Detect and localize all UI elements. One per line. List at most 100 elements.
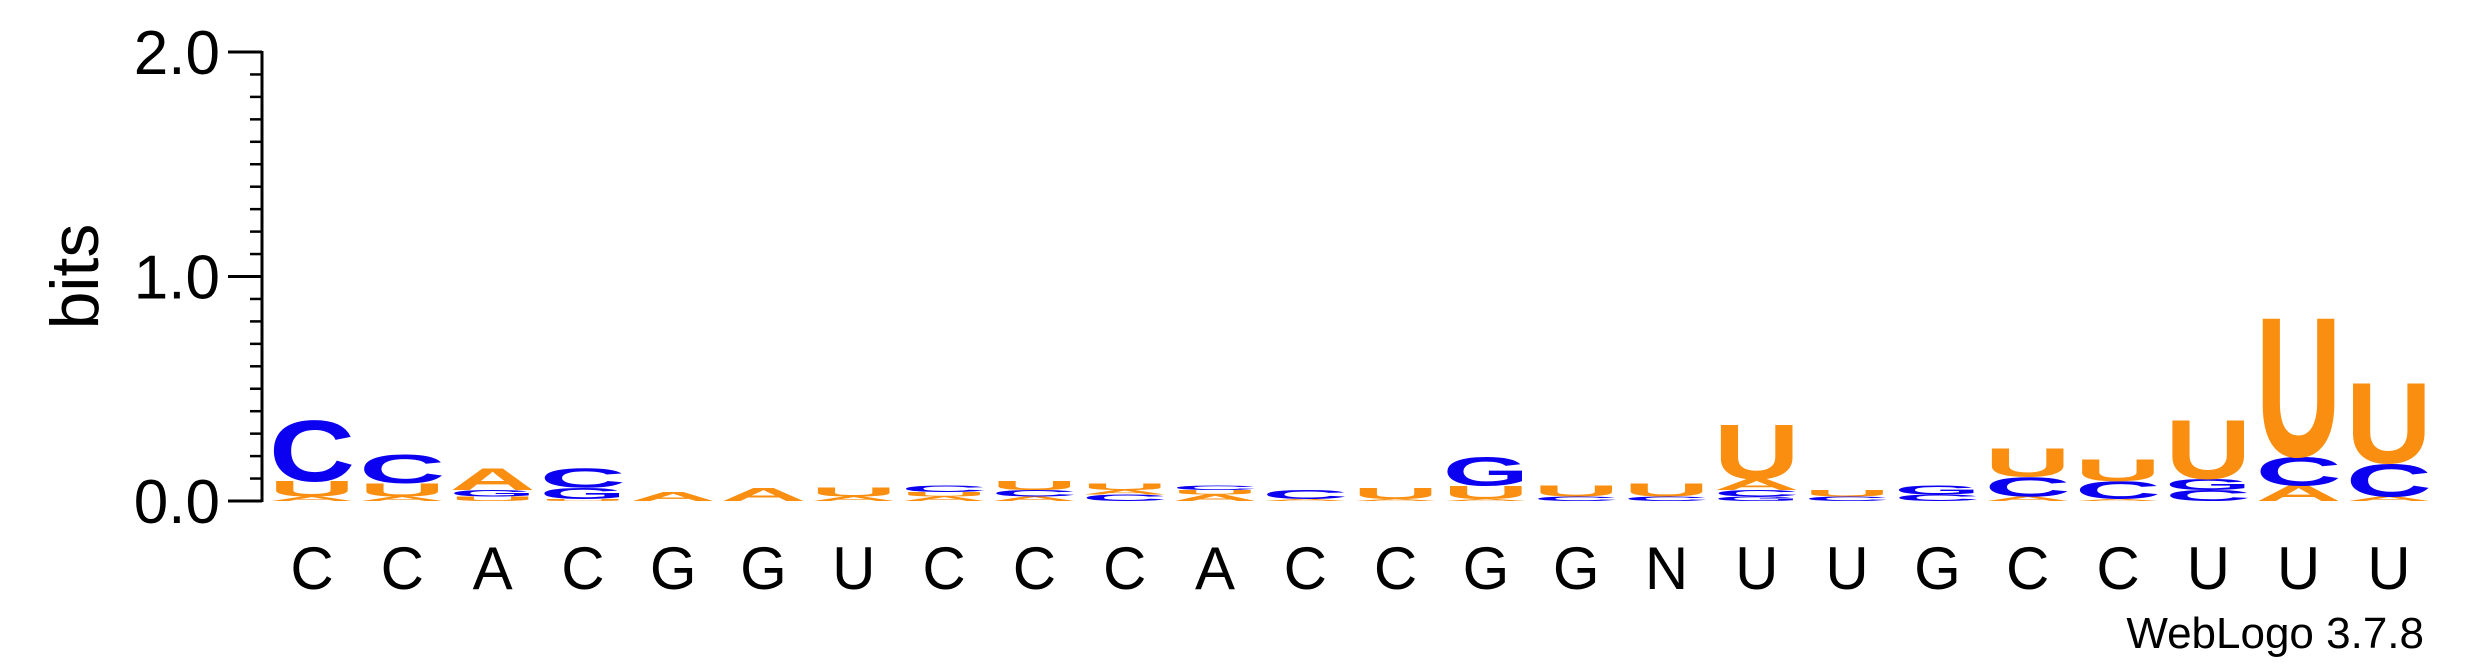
logo-column: CGU (2165, 403, 2251, 505)
logo-letter-C: C (1804, 495, 1890, 502)
logo-letter-A: A (1172, 493, 1258, 503)
logo-letter-A: A (450, 462, 536, 497)
x-tick-label: G (1914, 535, 1961, 602)
weblogo-credit: WebLogo 3.7.8 (2126, 609, 2424, 658)
logo-letter-U: U (991, 478, 1077, 492)
logo-letter-U: U (2346, 359, 2432, 488)
logo-column: AUC (1172, 484, 1258, 503)
logo-column: CU (1533, 482, 1619, 502)
logo-column: ACU (2075, 453, 2161, 504)
logo-letter-A: A (2075, 498, 2161, 501)
x-tick-label: U (2187, 535, 2230, 602)
x-tick-label: N (1645, 535, 1688, 602)
x-tick-label: G (1553, 535, 1600, 602)
logo-letter-A: A (1082, 489, 1168, 496)
logo-letter-U: U (1443, 482, 1529, 503)
logo-letter-U: U (1624, 480, 1710, 501)
logo-letter-C: C (2075, 476, 2161, 504)
logo-column: AUG (1443, 449, 1529, 503)
logo-letter-U: U (359, 480, 445, 501)
logo-letter-U: U (1804, 488, 1890, 498)
logo-letter-A: A (901, 495, 987, 502)
logo-column: CG (1894, 483, 1980, 503)
logo-column: ACU (2346, 359, 2432, 507)
y-tick-label: 0.0 (134, 468, 220, 537)
logo-column: ACU (2256, 275, 2342, 506)
x-tick-label: U (2367, 535, 2410, 602)
logo-letter-U: U (1985, 439, 2071, 485)
logo-column: AUC (359, 446, 445, 502)
logo-letter-U: U (540, 498, 626, 501)
y-tick-label: 2.0 (134, 19, 220, 88)
logo-letter-C: C (991, 488, 1077, 498)
x-tick-label: C (2096, 535, 2139, 602)
x-tick-label: C (561, 535, 604, 602)
logo-column: AC (1262, 487, 1348, 501)
x-tick-label: G (1463, 535, 1510, 602)
logo-letter-A: A (2346, 495, 2432, 502)
x-tick-label: G (740, 535, 787, 602)
logo-letter-U: U (450, 495, 536, 502)
logo-column: A (721, 484, 807, 505)
logo-letter-U: U (1533, 482, 1619, 499)
logo-letter-C: C (1714, 488, 1800, 498)
logo-letter-A: A (1443, 498, 1529, 501)
x-tick-label: U (832, 535, 875, 602)
x-tick-label: G (650, 535, 697, 602)
logo-letter-U: U (2075, 453, 2161, 488)
y-axis-label: bits (37, 224, 113, 330)
logo-letter-A: A (991, 495, 1077, 502)
logo-letter-U: U (269, 477, 355, 501)
x-tick-label: U (1825, 535, 1868, 602)
logo-letter-A: A (630, 490, 716, 504)
logo-letter-C: C (1262, 487, 1348, 501)
logo-letter-G: G (540, 485, 626, 502)
logo-letter-C: C (1624, 495, 1710, 502)
y-axis: 0.0 1.0 2.0 (134, 19, 264, 537)
logo-column: CU (1624, 480, 1710, 503)
logo-letter-A: A (2256, 482, 2342, 506)
logo-letter-U: U (901, 491, 987, 498)
logo-letter-A: A (811, 495, 897, 502)
logo-column: UGA (450, 462, 536, 502)
logo-letter-G: G (1894, 483, 1980, 497)
x-tick-label: C (2006, 535, 2049, 602)
logo-column: AUC (901, 484, 987, 503)
logo-letter-U: U (2256, 275, 2342, 498)
x-tick-label: C (381, 535, 424, 602)
logo-letter-A: A (721, 484, 807, 505)
logo-letter-C: C (1533, 495, 1619, 502)
x-tick-label: C (1013, 535, 1056, 602)
x-tick-label: U (2277, 535, 2320, 602)
logo-letter-C: C (359, 446, 445, 492)
x-tick-label: C (922, 535, 965, 602)
logo-letter-C: C (269, 402, 355, 500)
logo-letter-U: U (1082, 481, 1168, 491)
logo-column: CU (1804, 488, 1890, 502)
logo-column: AU (811, 485, 897, 502)
x-tick-label: C (1284, 535, 1327, 602)
logo-letter-U: U (1353, 485, 1439, 502)
logo-letter-U: U (811, 485, 897, 499)
logo-letter-C: C (1894, 493, 1980, 503)
logo-letter-A: A (359, 495, 445, 502)
logo-letter-A: A (269, 495, 355, 502)
logo-column: ACU (991, 478, 1077, 502)
logo-letter-C: C (2256, 448, 2342, 494)
logo-letter-A: A (1714, 476, 1800, 493)
logo-letter-C: C (901, 484, 987, 494)
logo-letter-A: A (1985, 495, 2071, 502)
x-tick-label: A (473, 535, 513, 602)
logo-letter-G: G (450, 488, 536, 498)
logo-column: AU (1353, 485, 1439, 502)
logo-letter-C: C (2346, 455, 2432, 507)
logo-column: UGC (540, 463, 626, 503)
logo-letter-U: U (1714, 409, 1800, 496)
logo-letter-G: G (1714, 495, 1800, 502)
logo-letter-C: C (1172, 484, 1258, 491)
logo-letter-U: U (2165, 403, 2251, 497)
